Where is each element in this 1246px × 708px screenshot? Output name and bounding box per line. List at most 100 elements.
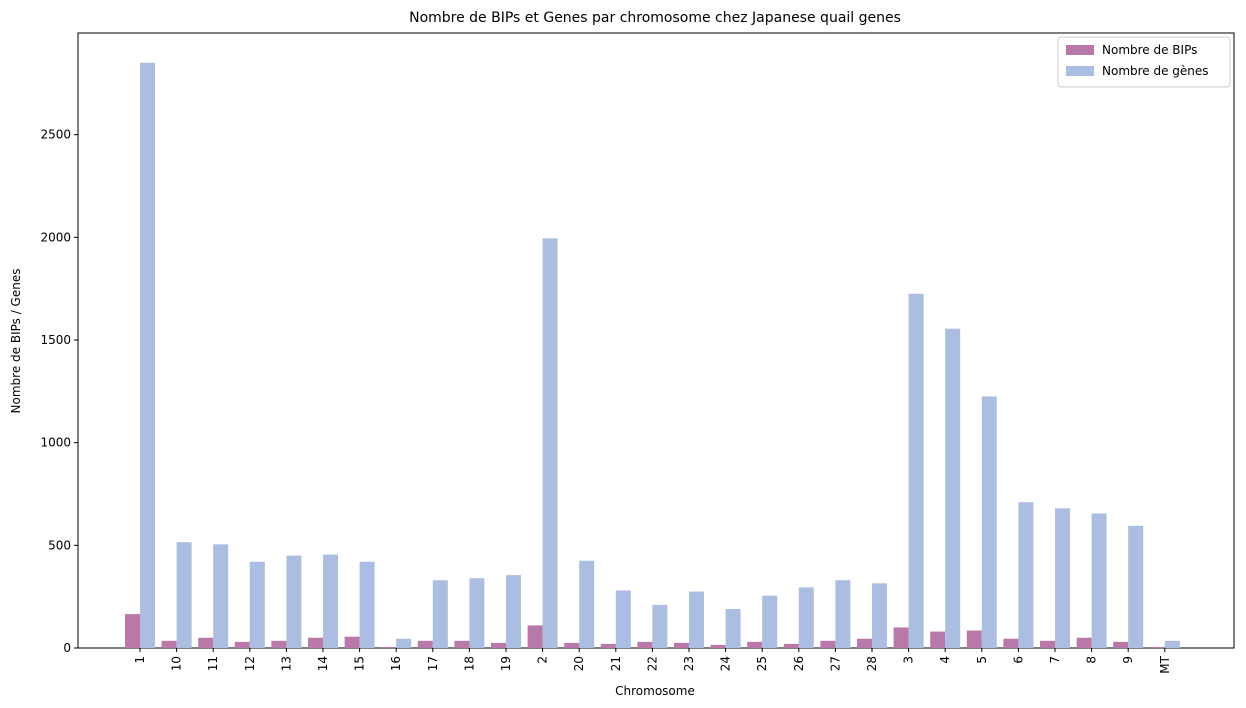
bar-genes — [323, 554, 338, 648]
x-tick-label: 16 — [389, 656, 403, 671]
x-tick-label: 3 — [902, 656, 916, 664]
bar-genes — [908, 293, 924, 648]
x-tick-label: 1 — [133, 656, 147, 664]
bar-bips — [1040, 640, 1055, 648]
bar-bips — [747, 641, 763, 648]
x-tick-label: 17 — [426, 656, 440, 671]
bar-genes — [249, 561, 265, 648]
bar-genes — [652, 604, 668, 648]
bar-genes — [1164, 640, 1180, 648]
bar-bips — [234, 641, 250, 648]
bar-genes — [542, 238, 558, 649]
x-tick-label: 4 — [938, 656, 952, 664]
bar-genes — [286, 555, 302, 648]
bar-bips — [1113, 641, 1129, 648]
legend-box — [1057, 36, 1231, 88]
bar-genes — [835, 580, 851, 648]
x-tick-label: 5 — [975, 656, 989, 664]
x-tick-label: 8 — [1085, 656, 1099, 664]
bar-genes — [945, 328, 961, 648]
bar-genes — [359, 561, 375, 648]
x-tick-label: MT — [1158, 655, 1172, 673]
bar-bips — [966, 630, 982, 648]
bar-genes — [872, 583, 887, 648]
bar-genes — [140, 62, 155, 649]
bar-genes — [432, 580, 448, 648]
bar-genes — [176, 542, 192, 648]
x-tick-label: 9 — [1121, 656, 1135, 664]
bar-genes — [396, 638, 412, 648]
bar-bips — [527, 625, 543, 648]
y-tick-label: 2000 — [40, 230, 71, 244]
bar-bips — [454, 640, 470, 648]
bar-bips — [820, 640, 836, 648]
bar-bips — [491, 642, 506, 648]
bar-genes — [1091, 513, 1107, 648]
y-tick-label: 500 — [48, 538, 71, 552]
x-tick-label: 7 — [1048, 656, 1062, 664]
y-axis-label: Nombre de BIPs / Genes — [9, 269, 23, 414]
x-tick-label: 10 — [170, 656, 184, 671]
bar-bips — [198, 637, 214, 648]
bar-bips — [381, 646, 397, 648]
bar-bips — [637, 641, 653, 648]
x-tick-label: 18 — [462, 656, 476, 671]
bar-bips — [783, 643, 799, 648]
bar-genes — [689, 591, 704, 648]
chart-title: Nombre de BIPs et Genes par chromosome c… — [409, 10, 901, 26]
x-tick-label: 20 — [572, 656, 586, 671]
bar-bips — [1076, 637, 1092, 648]
bar-genes — [506, 575, 521, 648]
bar-bips — [600, 643, 616, 648]
y-tick-label: 1000 — [40, 436, 71, 450]
bar-bips — [161, 640, 177, 648]
x-tick-label: 21 — [609, 656, 623, 671]
bar-bips — [125, 614, 140, 648]
x-tick-label: 11 — [206, 656, 220, 671]
bar-bips — [1003, 638, 1019, 648]
legend-label-bips: Nombre de BIPs — [1102, 43, 1197, 57]
bar-bips — [930, 631, 946, 648]
bar-bips — [344, 636, 360, 648]
plot-area: 0 500 1000 1500 2000 2500 1 10 11 12 13 14 15 16 17 18 1… — [40, 32, 1235, 674]
x-tick-label: 27 — [828, 656, 842, 671]
y-tick-label: 2500 — [40, 128, 71, 142]
bar-genes — [213, 544, 229, 648]
x-tick-label: 23 — [682, 656, 696, 671]
y-tick-label: 0 — [63, 641, 71, 655]
bar-bips — [893, 627, 909, 648]
bar-genes — [725, 608, 741, 648]
bar-bips — [308, 637, 323, 648]
bar-genes — [762, 595, 778, 648]
legend-swatch-genes — [1066, 66, 1094, 76]
bar-genes — [615, 590, 631, 648]
legend: Nombre de BIPs Nombre de gènes — [1057, 36, 1231, 88]
bar-genes — [469, 578, 485, 648]
x-tick-label: 2 — [536, 656, 550, 664]
x-tick-label: 15 — [353, 656, 367, 671]
bar-bips — [674, 642, 689, 648]
x-tick-label: 12 — [243, 656, 257, 671]
x-tick-label: 13 — [279, 656, 293, 671]
bar-genes — [1055, 508, 1070, 648]
x-tick-label: 6 — [1011, 656, 1025, 664]
bar-genes — [981, 396, 997, 648]
bar-bips — [271, 640, 287, 648]
bar-bips — [857, 638, 872, 648]
bar-genes — [1018, 502, 1034, 648]
bar-genes — [579, 560, 595, 648]
x-tick-label: 19 — [499, 656, 513, 671]
y-tick-label: 1500 — [40, 333, 71, 347]
x-tick-label: 26 — [792, 656, 806, 671]
bar-bips — [710, 644, 726, 648]
x-tick-label: 14 — [316, 656, 330, 671]
bar-genes — [1128, 525, 1144, 648]
x-tick-label: 28 — [865, 656, 879, 671]
bar-bips — [564, 642, 580, 648]
bar-bips — [1149, 646, 1165, 648]
bar-genes — [798, 587, 814, 648]
x-tick-label: 22 — [645, 656, 659, 671]
x-axis-label: Chromosome — [615, 684, 695, 698]
legend-label-genes: Nombre de gènes — [1102, 64, 1209, 78]
